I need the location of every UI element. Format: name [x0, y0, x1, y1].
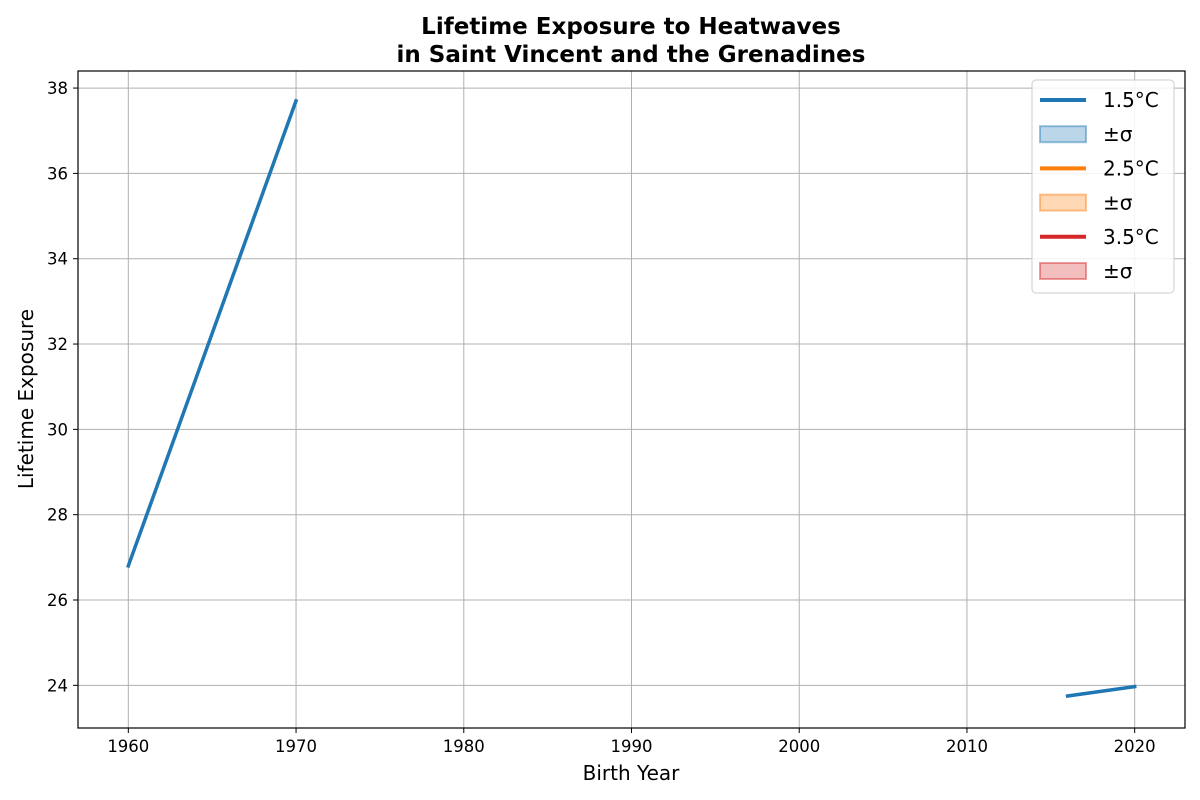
x-tick-label: 1970 [275, 737, 317, 756]
legend-label: 1.5°C [1103, 88, 1159, 112]
y-tick-label: 38 [47, 79, 68, 98]
y-tick-label: 30 [47, 420, 68, 439]
chart-title-line-2: in Saint Vincent and the Grenadines [397, 42, 866, 68]
legend-band-swatch [1039, 193, 1087, 212]
legend-label: ±σ [1103, 191, 1133, 215]
y-tick-label: 24 [47, 676, 68, 695]
legend-box [1031, 79, 1175, 294]
grid [78, 71, 1185, 728]
y-tick-label: 26 [47, 591, 68, 610]
legend-label: ±σ [1103, 259, 1133, 283]
legend-label: 2.5°C [1103, 156, 1159, 180]
legend: 1.5°C ±σ 2.5°C ±σ 3.5°C ±σ [1031, 79, 1175, 294]
y-tick-label: 34 [47, 250, 68, 269]
x-tick-label: 1990 [611, 737, 653, 756]
x-tick-label: 1980 [443, 737, 485, 756]
x-tick-label: 2020 [1114, 737, 1156, 756]
y-tick-label: 28 [47, 506, 68, 525]
legend-band-swatch [1039, 125, 1087, 144]
y-tick-label: 32 [47, 335, 68, 354]
x-tick-label: 1960 [107, 737, 149, 756]
series-line-0-segment-0 [126, 98, 299, 569]
legend-label: 3.5°C [1103, 225, 1159, 249]
y-axis-label: Lifetime Exposure [14, 309, 38, 489]
plot-series [126, 98, 1137, 698]
axis-ticks: 1960 1970 1980 1990 2000 2010 2020 24 26 28 30 32 34… [47, 79, 1156, 756]
x-axis-label: Birth Year [583, 761, 680, 785]
legend-band-swatch [1039, 262, 1087, 280]
legend-label: ±σ [1103, 122, 1133, 146]
y-tick-label: 36 [47, 164, 68, 183]
chart-title-line-1: Lifetime Exposure to Heatwaves [421, 14, 841, 40]
series-line-0-segment-1 [1065, 684, 1137, 698]
x-tick-label: 2010 [946, 737, 988, 756]
x-tick-label: 2000 [778, 737, 820, 756]
